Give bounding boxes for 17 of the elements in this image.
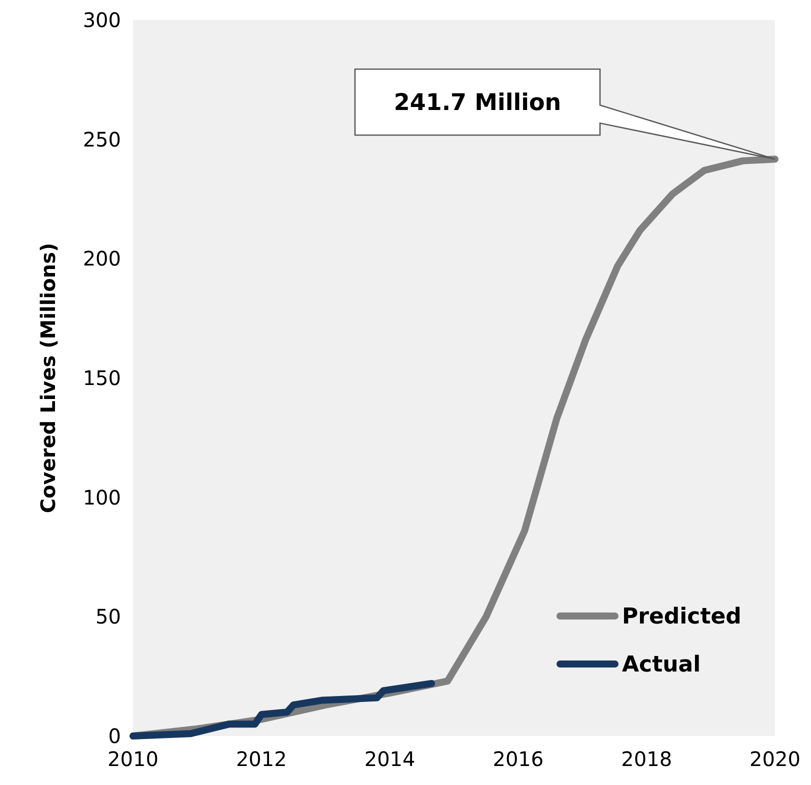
x-tick-label: 2014 [364,747,416,771]
legend-label: Actual [622,652,701,678]
y-tick-label: 250 [82,127,121,152]
y-tick-label: 100 [82,485,121,510]
x-tick-label: 2020 [750,747,800,771]
x-tick-label: 2010 [108,747,158,771]
y-axis-title: Covered Lives (Millions) [36,242,60,514]
y-tick-label: 150 [82,366,121,390]
y-tick-label: 200 [82,246,121,271]
y-tick-label: 50 [96,604,121,629]
legend-label: Predicted [622,604,742,630]
annotation: 241.7 Million [394,90,562,116]
y-tick-label: 0 [108,724,121,748]
y-tick-label: 300 [82,8,121,32]
x-tick-label: 2018 [621,747,672,771]
x-tick-label: 2012 [236,747,287,771]
x-tick-label: 2016 [492,747,544,771]
